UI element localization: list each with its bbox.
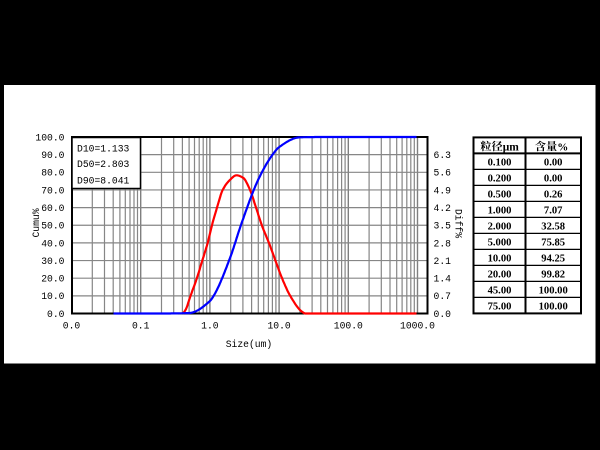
svg-text:7.07: 7.07 — [544, 205, 563, 216]
svg-text:μm: μm — [503, 141, 520, 153]
svg-text:D50=2.803: D50=2.803 — [77, 159, 130, 170]
svg-text:10.00: 10.00 — [488, 253, 512, 264]
svg-text:0.100: 0.100 — [488, 157, 512, 168]
svg-text:94.25: 94.25 — [541, 253, 565, 264]
svg-text:%: % — [557, 141, 568, 153]
svg-text:D90=8.041: D90=8.041 — [77, 176, 130, 187]
svg-text:20.00: 20.00 — [488, 269, 512, 280]
svg-text:5.6: 5.6 — [434, 168, 452, 179]
svg-text:0.1: 0.1 — [132, 321, 150, 332]
svg-text:0.0: 0.0 — [47, 309, 65, 320]
svg-text:3.5: 3.5 — [434, 221, 452, 232]
svg-text:0.200: 0.200 — [488, 173, 512, 184]
svg-text:1.000: 1.000 — [488, 205, 512, 216]
svg-text:100.0: 100.0 — [35, 132, 64, 143]
svg-text:Cumu%: Cumu% — [31, 208, 42, 237]
svg-text:2.1: 2.1 — [434, 256, 452, 267]
svg-text:100.00: 100.00 — [539, 301, 568, 312]
svg-text:5.000: 5.000 — [488, 237, 512, 248]
svg-text:20.0: 20.0 — [41, 274, 64, 285]
svg-text:1.0: 1.0 — [201, 321, 219, 332]
svg-text:40.0: 40.0 — [41, 238, 64, 249]
svg-text:100.00: 100.00 — [539, 285, 568, 296]
svg-text:Size(um): Size(um) — [226, 339, 273, 350]
svg-text:1000.0: 1000.0 — [400, 321, 435, 332]
svg-text:10.0: 10.0 — [267, 321, 290, 332]
svg-text:99.82: 99.82 — [541, 269, 565, 280]
svg-text:0.7: 0.7 — [434, 291, 452, 302]
svg-text:32.58: 32.58 — [541, 221, 565, 232]
svg-text:0.26: 0.26 — [544, 189, 563, 200]
svg-text:6.3: 6.3 — [434, 150, 452, 161]
svg-text:D10=1.133: D10=1.133 — [77, 144, 130, 155]
svg-text:70.0: 70.0 — [41, 185, 64, 196]
svg-text:1.4: 1.4 — [434, 274, 452, 285]
svg-text:0.500: 0.500 — [488, 189, 512, 200]
svg-text:100.0: 100.0 — [334, 321, 363, 332]
svg-text:4.9: 4.9 — [434, 185, 452, 196]
svg-text:10.0: 10.0 — [41, 291, 64, 302]
svg-text:4.2: 4.2 — [434, 203, 452, 214]
svg-text:Diff%: Diff% — [453, 209, 464, 238]
svg-text:0.00: 0.00 — [544, 173, 563, 184]
svg-text:2.8: 2.8 — [434, 238, 452, 249]
svg-text:90.0: 90.0 — [41, 150, 64, 161]
svg-text:80.0: 80.0 — [41, 168, 64, 179]
svg-text:0.0: 0.0 — [434, 309, 452, 320]
svg-text:60.0: 60.0 — [41, 203, 64, 214]
svg-text:0.00: 0.00 — [544, 157, 563, 168]
svg-text:75.85: 75.85 — [541, 237, 565, 248]
svg-text:30.0: 30.0 — [41, 256, 64, 267]
svg-text:0.0: 0.0 — [63, 321, 81, 332]
svg-text:45.00: 45.00 — [488, 285, 512, 296]
svg-text:2.000: 2.000 — [488, 221, 512, 232]
svg-text:75.00: 75.00 — [488, 301, 512, 312]
svg-text:50.0: 50.0 — [41, 221, 64, 232]
